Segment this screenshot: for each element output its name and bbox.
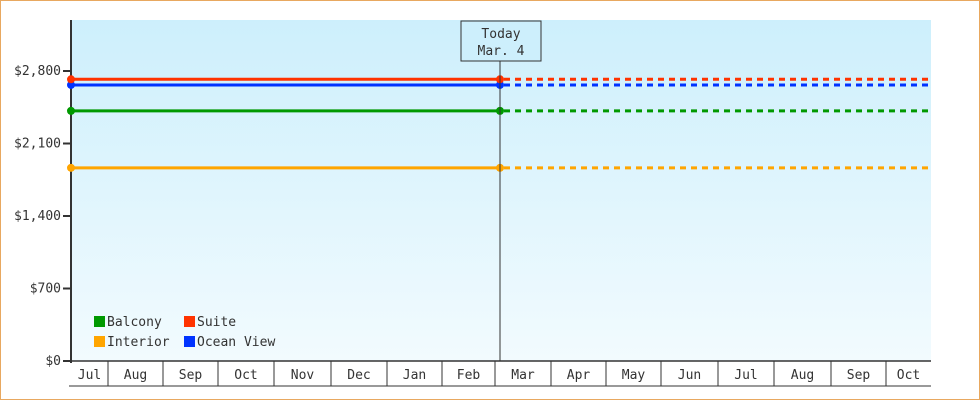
legend-swatch — [184, 336, 195, 347]
legend-label: Ocean View — [197, 335, 275, 350]
y-tick-label: $2,800 — [14, 64, 61, 79]
today-box — [460, 20, 542, 62]
month-label: Sep — [847, 368, 871, 383]
month-label: Jul — [78, 368, 101, 383]
month-label: Mar — [511, 368, 535, 383]
plot-area — [71, 20, 931, 361]
month-label: Nov — [291, 368, 315, 383]
today-label: Today — [481, 27, 520, 42]
month-label: Jun — [678, 368, 701, 383]
y-tick-label: $700 — [30, 282, 61, 297]
legend-label: Suite — [197, 315, 236, 330]
legend-label: Interior — [107, 335, 170, 350]
month-label: Oct — [234, 368, 257, 383]
month-label: Dec — [347, 368, 370, 383]
month-label: Aug — [791, 368, 814, 383]
month-label: Apr — [567, 368, 591, 383]
month-label: May — [622, 368, 646, 383]
month-label: Jul — [734, 368, 757, 383]
data-point — [67, 163, 75, 172]
today-date: Mar. 4 — [478, 44, 525, 59]
month-label: Oct — [897, 368, 920, 383]
legend-label: Balcony — [107, 315, 162, 330]
data-point — [67, 80, 75, 89]
month-label: Feb — [457, 368, 481, 383]
data-point — [67, 75, 75, 84]
y-tick-label: $1,400 — [14, 209, 61, 224]
y-tick-label: $2,100 — [14, 137, 61, 152]
legend-swatch — [94, 336, 105, 347]
month-label: Aug — [124, 368, 147, 383]
legend-swatch — [184, 316, 195, 327]
legend-swatch — [94, 316, 105, 327]
data-point — [67, 106, 75, 115]
y-tick-label: $0 — [45, 354, 61, 369]
month-label: Jan — [403, 368, 426, 383]
month-label: Sep — [179, 368, 203, 383]
